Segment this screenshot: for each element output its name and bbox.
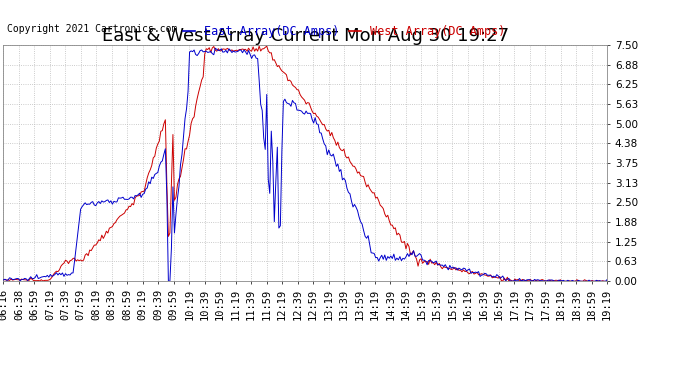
Text: Copyright 2021 Cartronics.com: Copyright 2021 Cartronics.com — [7, 24, 177, 34]
Title: East & West Array Current Mon Aug 30 19:27: East & West Array Current Mon Aug 30 19:… — [101, 27, 509, 45]
Legend: East Array(DC Amps), West Array(DC Amps): East Array(DC Amps), West Array(DC Amps) — [179, 20, 511, 43]
